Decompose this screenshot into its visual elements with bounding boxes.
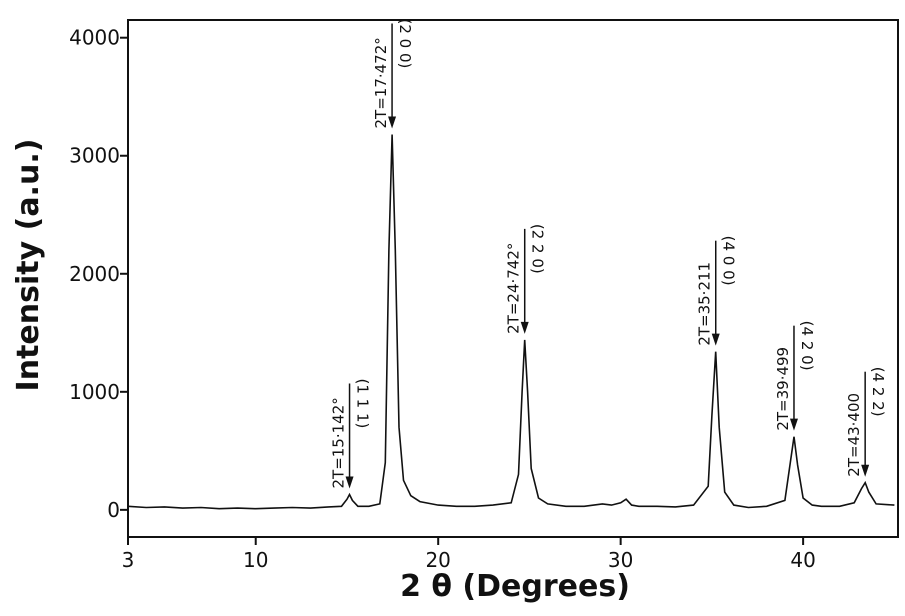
y-axis-label: Intensity (a.u.) xyxy=(11,139,46,392)
hkl-label: (2 0 0) xyxy=(396,18,414,68)
x-tick-label: 3 xyxy=(122,548,135,572)
hkl-label: (2 2 0) xyxy=(529,224,547,274)
x-tick-label: 20 xyxy=(425,548,450,572)
arrow-head xyxy=(345,476,354,489)
x-tick-label: 40 xyxy=(790,548,815,572)
annotation-label: 2T=24·742° xyxy=(505,243,523,334)
arrow-head xyxy=(789,418,798,431)
arrow-head xyxy=(520,321,529,334)
annotation-label: 2T=43·400 xyxy=(845,393,863,477)
hkl-label: (4 2 0) xyxy=(798,321,816,371)
annotation-label: 2T=35·211 xyxy=(696,262,714,346)
arrow-head xyxy=(711,333,720,346)
arrow-head xyxy=(388,116,397,129)
hkl-label: (4 0 0) xyxy=(720,236,738,286)
plot-frame xyxy=(127,19,899,538)
annotation-label: 2T=17·472° xyxy=(372,37,390,128)
xrd-line xyxy=(127,134,895,510)
y-tick-label: 1000 xyxy=(69,380,120,404)
x-axis-label: 2 θ (Degrees) xyxy=(400,569,630,604)
y-tick-label: 0 xyxy=(107,498,120,522)
annotation-label: 2T=39·499 xyxy=(774,347,792,431)
y-tick-label: 4000 xyxy=(69,26,120,50)
hkl-label: (1 1 1) xyxy=(354,379,372,429)
x-tick-label: 30 xyxy=(608,548,633,572)
annotation-label: 2T=15·142° xyxy=(330,397,348,488)
y-tick-label: 2000 xyxy=(69,262,120,286)
x-tick-label: 10 xyxy=(243,548,268,572)
hkl-label: (4 2 2) xyxy=(869,367,887,417)
y-tick-label: 3000 xyxy=(69,144,120,168)
arrow-head xyxy=(861,464,870,477)
